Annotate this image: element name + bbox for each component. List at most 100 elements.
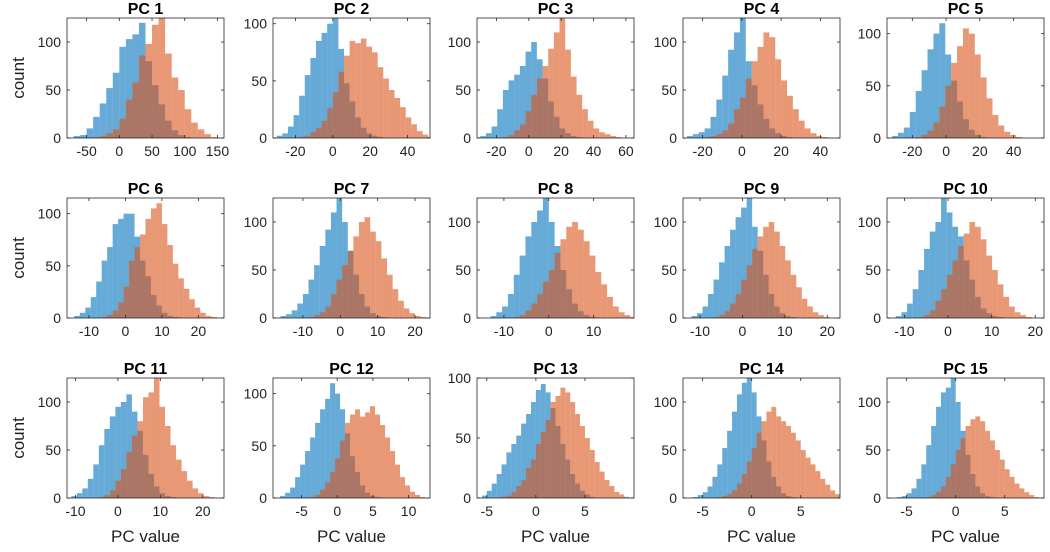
histogram-bar [570, 76, 577, 138]
histogram-bar [491, 126, 498, 138]
histogram-bar [807, 306, 813, 318]
y-tick-label: 0 [53, 490, 61, 506]
series-b [501, 387, 630, 498]
histogram-bar [112, 310, 119, 318]
subplot-title: PC 5 [948, 1, 984, 18]
y-tick-label: 0 [873, 310, 881, 326]
histogram-bar [903, 127, 910, 138]
histogram-bar [935, 222, 942, 318]
histogram-bar [96, 281, 102, 318]
y-tick-label: 100 [448, 214, 472, 230]
histogram-bar [771, 406, 777, 498]
y-tick-label: 100 [858, 214, 882, 230]
histogram-bar [131, 435, 138, 498]
histogram-bar [746, 461, 752, 498]
x-tick-label: 0 [738, 143, 746, 159]
histogram-bar [587, 120, 594, 138]
histogram-bar [761, 421, 767, 498]
histogram-bar [911, 488, 917, 498]
y-tick-label: 50 [251, 73, 267, 89]
histogram-bar [940, 392, 946, 498]
histogram-bar [812, 312, 819, 318]
x-tick-label: -5 [900, 503, 913, 519]
histogram-bar [377, 67, 384, 138]
histogram-bar [138, 55, 146, 138]
x-tick-label: 20 [407, 323, 423, 339]
histogram-bar [896, 497, 902, 498]
histogram-bar [315, 422, 321, 498]
histogram-bar [276, 135, 283, 138]
histogram-bar [315, 40, 322, 138]
subplot-title: PC 6 [128, 181, 164, 198]
histogram-bar [727, 430, 733, 498]
histogram-bar [118, 302, 124, 318]
histogram-bar [321, 120, 328, 138]
histogram-bar [112, 129, 120, 138]
histogram-bar [526, 414, 531, 498]
histogram-bar [125, 39, 133, 139]
histogram-bar [924, 248, 930, 318]
x-tick-label: 10 [154, 323, 170, 339]
histogram-bar [308, 279, 315, 318]
histogram-bar [200, 312, 206, 318]
histogram-bar [739, 97, 746, 138]
histogram-bar [507, 294, 514, 318]
axes-box [272, 17, 431, 139]
histogram-bar [936, 406, 941, 498]
histogram-bar [786, 426, 791, 498]
histogram-bar [519, 255, 526, 318]
x-tick-label: 40 [813, 143, 829, 159]
histogram-bar [120, 469, 127, 498]
histogram-bar [181, 471, 188, 498]
histogram-bar [519, 66, 526, 138]
histogram-bar [790, 274, 797, 318]
y-tick-label: 50 [865, 262, 881, 278]
histogram-bar [115, 406, 121, 498]
y-tick-label: 50 [45, 442, 61, 458]
x-tick-label: 0 [329, 143, 337, 159]
histogram-bar [74, 315, 80, 318]
histogram-bar [565, 392, 571, 498]
histogram-bar [624, 496, 630, 498]
histogram-bar [992, 115, 999, 138]
histogram-bar [752, 248, 758, 318]
histogram-bar [366, 46, 373, 138]
histogram-bar [897, 132, 904, 138]
histogram-bar [76, 493, 83, 498]
histogram-bar [719, 315, 725, 318]
histogram-bar [530, 459, 536, 498]
histogram-bar [513, 317, 520, 318]
histogram-bar [99, 103, 107, 138]
histogram-bar [746, 198, 753, 318]
histogram-bar [325, 482, 331, 498]
histogram-bar [375, 414, 381, 498]
axes-box [476, 197, 635, 319]
histogram-bar [751, 61, 758, 139]
histogram-bar [496, 312, 503, 318]
histogram-bar [985, 430, 991, 498]
histogram-bar [566, 226, 573, 318]
histogram-bar [198, 493, 204, 498]
histogram-bar [514, 74, 520, 138]
histogram-bar [365, 412, 371, 498]
subplot-title: PC 4 [744, 1, 780, 18]
histogram-bar [816, 136, 823, 138]
histogram-bar [280, 316, 287, 318]
y-axis-label: count [9, 237, 28, 279]
y-tick-label: 100 [654, 214, 678, 230]
histogram-bar [320, 409, 326, 498]
histogram-bar [422, 134, 429, 138]
histogram-bar [178, 278, 184, 318]
histogram-bar [79, 312, 86, 318]
histogram-bar [290, 487, 296, 498]
histogram-bar [80, 135, 87, 138]
x-tick-label: 0 [944, 323, 952, 339]
histogram-bar [383, 78, 389, 138]
series-b [299, 38, 430, 138]
histogram-bar [519, 124, 526, 138]
histogram-bar [1010, 134, 1017, 138]
histogram-bar [516, 435, 522, 498]
histogram-bar [719, 262, 725, 318]
histogram-bar [90, 297, 97, 318]
subplot-14: 0 50 100 -5 0 5 PC 14 PC value [654, 361, 841, 546]
